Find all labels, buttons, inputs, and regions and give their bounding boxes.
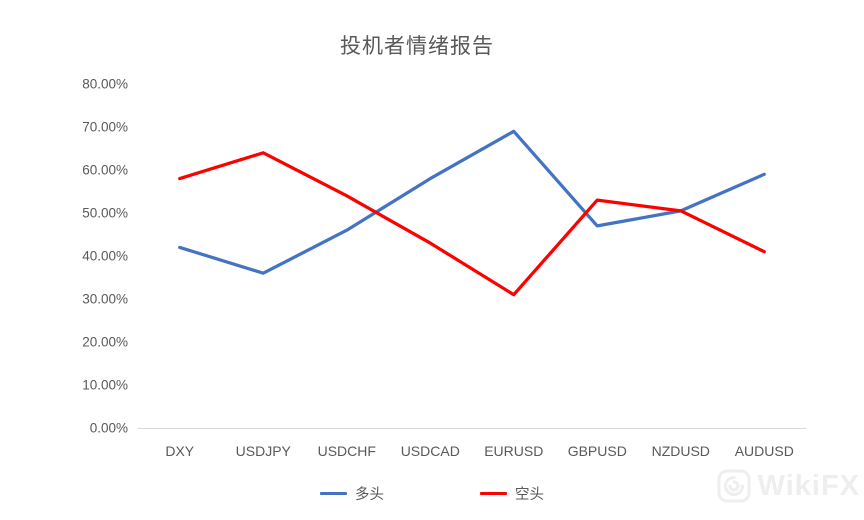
- x-tick-label: NZDUSD: [651, 443, 710, 459]
- y-tick-label: 30.00%: [82, 291, 128, 307]
- x-tick-label: EURUSD: [484, 443, 544, 459]
- y-tick-label: 50.00%: [82, 205, 128, 221]
- watermark-text: WikiFX: [757, 469, 860, 502]
- short-series-swatch: [480, 491, 507, 496]
- series-line-short: [178, 151, 766, 297]
- x-tick-label: USDCAD: [400, 443, 460, 459]
- x-tick-label: USDJPY: [235, 443, 291, 459]
- legend: 多头 空头: [0, 483, 864, 504]
- legend-item-long: 多头: [320, 483, 384, 504]
- watermark: WikiFX: [717, 469, 860, 503]
- wikifx-logo-icon: [717, 469, 751, 503]
- y-tick-label: 0.00%: [89, 420, 128, 436]
- x-tick-label: GBPUSD: [567, 443, 627, 459]
- x-tick-label: DXY: [165, 443, 195, 459]
- legend-item-short: 空头: [480, 483, 544, 504]
- y-tick-label: 80.00%: [82, 76, 128, 92]
- y-tick-label: 20.00%: [82, 334, 128, 350]
- x-axis-line: [138, 428, 806, 429]
- legend-label-short: 空头: [515, 487, 544, 503]
- series-line-long: [178, 129, 766, 275]
- legend-label-long: 多头: [355, 487, 384, 503]
- x-tick-label: USDCHF: [317, 443, 376, 459]
- x-tick-label: AUDUSD: [734, 443, 794, 459]
- y-tick-label: 40.00%: [82, 248, 128, 264]
- chart-title: 投机者情绪报告: [340, 35, 494, 58]
- y-tick-label: 10.00%: [82, 377, 128, 393]
- y-tick-label: 70.00%: [82, 119, 128, 135]
- y-tick-label: 60.00%: [82, 162, 128, 178]
- long-series-swatch: [320, 491, 347, 496]
